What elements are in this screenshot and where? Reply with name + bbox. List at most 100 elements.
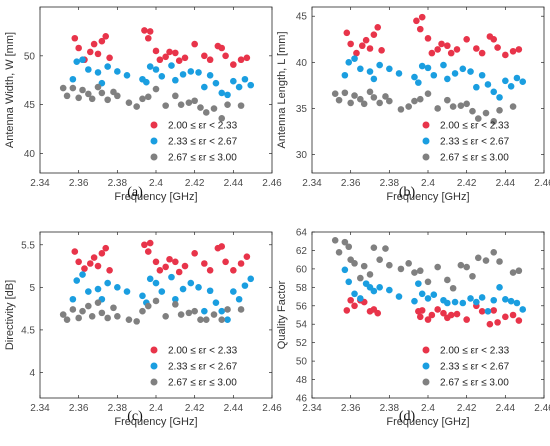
data-point xyxy=(152,66,160,73)
data-point xyxy=(341,89,349,97)
data-point xyxy=(106,54,113,62)
x-tick-label: 2.46 xyxy=(262,178,282,189)
data-point xyxy=(104,279,111,287)
data-point xyxy=(85,288,92,295)
data-point xyxy=(175,268,183,276)
data-point xyxy=(88,95,96,103)
series-2 xyxy=(341,266,527,315)
x-tick-label: 2.34 xyxy=(302,403,322,414)
panel-b: 2.34 2.36 2.38 2.4 2.42 2.44 2.46 30 35 40 45 Frequ… xyxy=(276,6,550,203)
data-point xyxy=(418,13,426,21)
legend-label: 2.67 ≤ εr ≤ 3.00 xyxy=(440,153,509,164)
data-point xyxy=(424,295,432,302)
data-point xyxy=(191,97,198,105)
data-point xyxy=(230,288,237,295)
data-point xyxy=(241,282,249,289)
data-point xyxy=(451,298,459,306)
data-point xyxy=(162,53,169,61)
data-point xyxy=(114,68,121,75)
data-point xyxy=(370,244,378,251)
y-tick-label: 35 xyxy=(296,104,308,115)
data-point xyxy=(453,310,461,318)
data-point xyxy=(478,71,486,79)
data-point xyxy=(484,81,492,88)
x-tick-label: 2.34 xyxy=(30,403,50,414)
data-point xyxy=(79,86,86,94)
data-point xyxy=(201,83,208,91)
y-tick-label: 30 xyxy=(296,150,308,161)
data-point xyxy=(75,314,82,322)
y-tick-label: 46 xyxy=(296,394,308,405)
data-point xyxy=(434,105,441,112)
x-axis-label: Frequency [GHz] xyxy=(114,191,197,203)
data-point xyxy=(502,296,509,303)
data-point xyxy=(152,47,160,55)
data-point xyxy=(366,88,374,96)
data-point xyxy=(440,309,447,317)
data-point xyxy=(185,99,193,106)
data-point xyxy=(110,304,117,312)
x-tick-label: 2.44 xyxy=(496,403,516,414)
data-point xyxy=(102,32,110,40)
series-2 xyxy=(69,271,255,323)
data-point xyxy=(478,308,486,315)
data-point xyxy=(212,299,220,306)
legend: 2.00 ≤ εr < 2.33 2.33 ≤ εr < 2.67 2.67 ≤ ε… xyxy=(150,346,238,389)
data-point xyxy=(386,261,393,269)
data-point xyxy=(218,44,226,52)
data-point xyxy=(424,316,432,323)
data-point xyxy=(459,65,467,73)
data-point xyxy=(212,79,220,87)
data-point xyxy=(206,267,214,274)
data-point xyxy=(509,311,517,319)
data-point xyxy=(416,267,424,275)
data-point xyxy=(434,46,441,53)
data-point xyxy=(415,280,422,287)
data-point xyxy=(63,316,71,323)
data-point xyxy=(146,63,154,70)
x-tick-label: 2.46 xyxy=(534,403,550,414)
data-point xyxy=(411,297,418,305)
legend-label: 2.33 ≤ εr < 2.67 xyxy=(168,362,238,373)
data-point xyxy=(152,279,160,287)
data-point xyxy=(59,311,67,318)
y-tick-label: 50 xyxy=(24,51,36,62)
legend-marker xyxy=(150,378,158,386)
data-point xyxy=(162,263,169,271)
y-axis-label: Quality Factor xyxy=(276,280,288,349)
data-point xyxy=(502,77,509,85)
data-point xyxy=(187,68,195,75)
data-point xyxy=(185,309,193,317)
data-point xyxy=(513,74,521,82)
data-point xyxy=(156,56,164,64)
data-point xyxy=(197,104,204,111)
data-point xyxy=(98,249,106,257)
x-tick-label: 2.42 xyxy=(185,178,205,189)
data-point xyxy=(490,248,498,256)
data-point xyxy=(73,58,81,65)
data-point xyxy=(125,316,133,323)
data-point xyxy=(235,295,243,303)
data-point xyxy=(478,294,486,301)
x-tick-label: 2.36 xyxy=(69,403,89,414)
data-point xyxy=(168,273,175,281)
data-point xyxy=(358,42,366,50)
data-point xyxy=(515,46,523,53)
legend-marker xyxy=(422,153,430,161)
data-point xyxy=(405,103,412,110)
data-point xyxy=(418,62,426,70)
data-point xyxy=(104,63,111,70)
data-point xyxy=(463,316,470,323)
data-point xyxy=(247,275,255,283)
x-axis-label: Frequency [GHz] xyxy=(386,191,469,203)
data-point xyxy=(360,100,368,108)
y-tick-label: 5.5 xyxy=(21,240,35,251)
data-point xyxy=(237,56,245,64)
data-point xyxy=(473,45,480,52)
legend-marker xyxy=(150,346,158,354)
data-point xyxy=(343,307,351,314)
data-point xyxy=(357,295,364,302)
data-point xyxy=(331,237,339,244)
legend-label: 2.00 ≤ εr < 2.33 xyxy=(168,346,238,357)
data-point xyxy=(418,307,426,314)
